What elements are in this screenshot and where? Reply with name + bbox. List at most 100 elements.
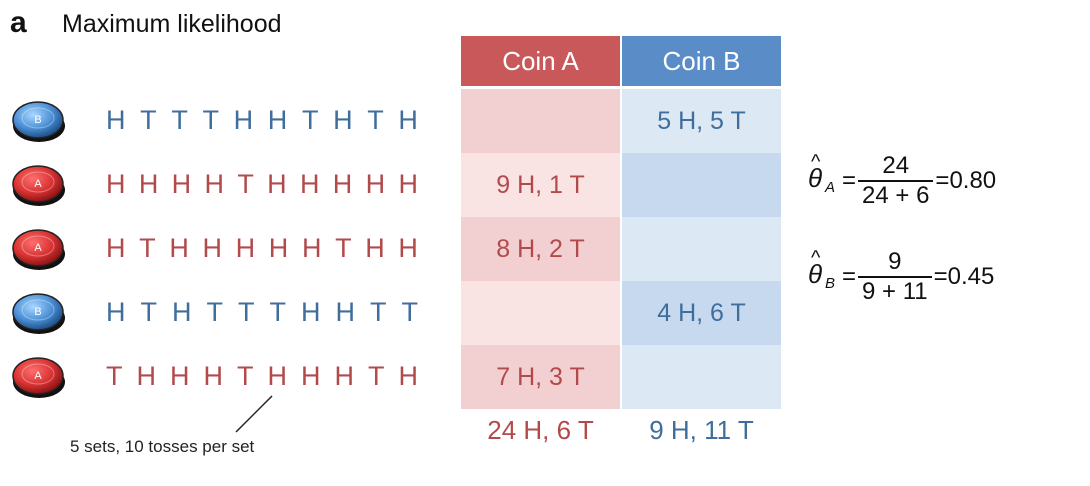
theta-b-letter: θ — [808, 259, 823, 289]
theta-a-numerator: 24 — [882, 152, 910, 179]
total-coin-b: 9 H, 11 T — [649, 414, 754, 445]
header-coin-b: Coin B — [622, 36, 781, 86]
toss-outcome: T — [238, 297, 255, 327]
coin-b-icon: B — [12, 293, 65, 334]
toss-outcome: H — [301, 361, 321, 391]
toss-outcome: H — [334, 361, 355, 391]
toss-outcome: H — [267, 361, 288, 391]
coin-a-icon: A — [12, 229, 65, 270]
toss-outcome: T — [140, 105, 157, 135]
toss-outcome: T — [335, 233, 352, 263]
equation-theta-a: ^ θ A = 24 24 + 6 =0.80 — [808, 151, 997, 210]
count-cell-coin-b — [622, 217, 781, 281]
coin-b-icon: B — [12, 101, 65, 142]
toss-outcome: H — [398, 169, 418, 199]
toss-outcome: T — [237, 361, 254, 391]
toss-outcome: T — [140, 297, 158, 327]
panel-title: Maximum likelihood — [62, 10, 282, 38]
equation-theta-b: ^ θ B = 9 9 + 11 =0.45 — [808, 247, 995, 306]
theta-b-numerator: 9 — [888, 248, 902, 275]
theta-b-fraction: 9 9 + 11 — [858, 248, 932, 306]
toss-outcome: H — [106, 233, 126, 263]
theta-b-hat: ^ — [811, 247, 821, 269]
toss-outcome: T — [301, 105, 319, 135]
coin-label: B — [34, 114, 41, 126]
toss-outcome: H — [267, 169, 287, 199]
coin-label: B — [34, 306, 41, 318]
toss-outcome: T — [370, 297, 387, 327]
count-cell-coin-a — [461, 281, 620, 345]
toss-outcome: H — [398, 105, 418, 135]
toss-outcome: H — [170, 361, 190, 391]
count-cell-coin-b: 4 H, 6 T — [622, 281, 781, 345]
toss-outcome: T — [367, 105, 384, 135]
toss-outcome: H — [365, 233, 385, 263]
theta-a-fraction: 24 24 + 6 — [858, 152, 934, 210]
theta-a-symbol: ^ θ A — [808, 151, 842, 201]
count-cell-coin-b — [622, 345, 781, 409]
toss-outcome: H — [169, 233, 189, 263]
toss-outcome: T — [171, 105, 188, 135]
toss-outcome: H — [365, 169, 386, 199]
toss-outcome: H — [203, 361, 224, 391]
theta-a-subscript: A — [825, 179, 836, 196]
toss-outcome: H — [106, 297, 126, 327]
toss-outcome: H — [172, 297, 192, 327]
toss-outcome: H — [335, 297, 356, 327]
toss-outcome: H — [235, 233, 256, 263]
toss-outcome: H — [106, 169, 126, 199]
toss-outcome: T — [202, 105, 219, 135]
toss-outcome: H — [301, 297, 321, 327]
theta-a-equals: = — [842, 167, 857, 194]
coin-a-icon: A — [12, 165, 65, 206]
toss-outcome: H — [204, 169, 224, 199]
theta-b-equals: = — [842, 263, 857, 290]
toss-outcome: T — [237, 169, 254, 199]
toss-outcome: H — [267, 105, 288, 135]
coin-a-icon: A — [12, 357, 65, 398]
theta-a-letter: θ — [808, 163, 823, 193]
count-cell-coin-a — [461, 89, 620, 153]
count-cell-coin-a: 9 H, 1 T — [461, 153, 620, 217]
toss-outcome: T — [139, 233, 156, 263]
toss-outcome: H — [301, 233, 322, 263]
toss-outcome: H — [138, 169, 159, 199]
theta-a-hat: ^ — [811, 151, 821, 173]
toss-outcome: H — [171, 169, 192, 199]
panel-letter: a — [10, 6, 27, 39]
toss-outcome: H — [299, 169, 320, 199]
theta-b-symbol: ^ θ B — [808, 247, 842, 297]
coin-label: A — [34, 370, 42, 382]
toss-outcome: H — [202, 233, 222, 263]
count-cell-coin-a: 8 H, 2 T — [461, 217, 620, 281]
count-cell-coin-b — [622, 153, 781, 217]
toss-outcome: T — [106, 361, 123, 391]
toss-outcome: H — [136, 361, 157, 391]
count-cell-coin-a: 7 H, 3 T — [461, 345, 620, 409]
toss-outcome: H — [398, 233, 418, 263]
theta-b-denominator: 9 + 11 — [858, 276, 932, 306]
theta-b-subscript: B — [825, 275, 836, 292]
toss-outcome: H — [268, 233, 289, 263]
toss-outcome: T — [368, 361, 385, 391]
toss-outcome: T — [269, 297, 287, 327]
toss-outcome: H — [398, 361, 419, 391]
toss-outcome: H — [332, 169, 353, 199]
header-coin-a: Coin A — [461, 36, 620, 86]
toss-outcome: H — [333, 105, 353, 135]
total-coin-a: 24 H, 6 T — [487, 414, 594, 445]
theta-a-denominator: 24 + 6 — [858, 180, 934, 210]
theta-a-result: =0.80 — [935, 167, 997, 194]
count-cell-coin-b: 5 H, 5 T — [622, 89, 781, 153]
annotation-label: 5 sets, 10 tosses per set — [70, 437, 255, 456]
toss-outcome: T — [206, 297, 224, 327]
coin-label: A — [34, 178, 42, 190]
theta-b-result: =0.45 — [933, 263, 995, 290]
toss-outcome: H — [233, 105, 254, 135]
